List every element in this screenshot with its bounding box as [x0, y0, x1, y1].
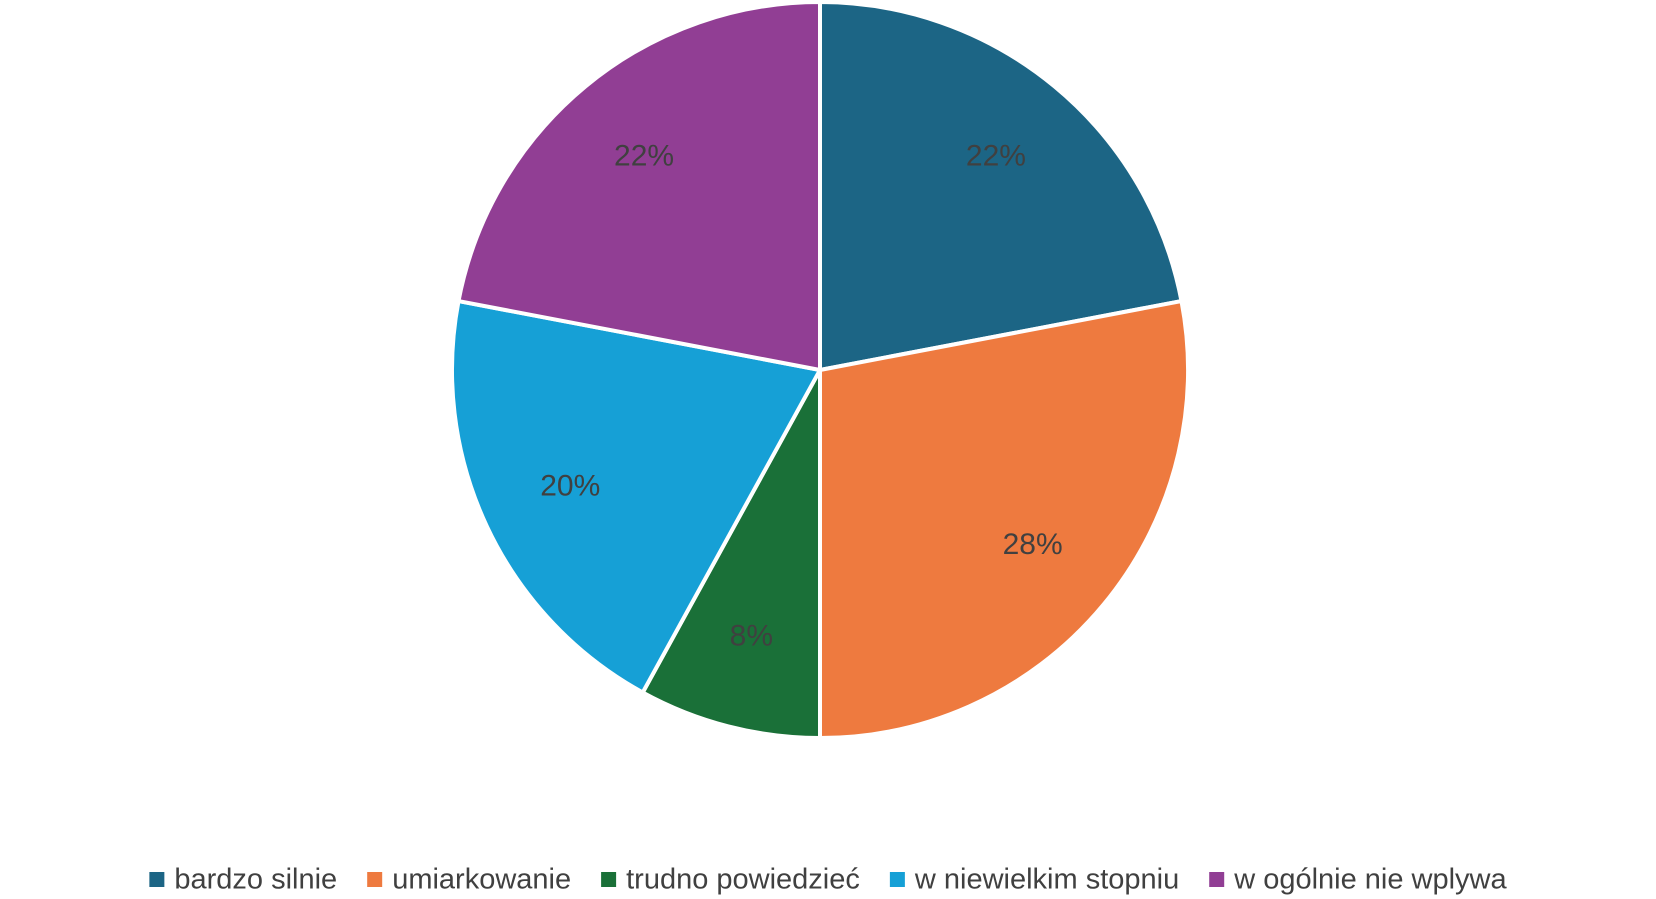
legend-label: bardzo silnie [174, 864, 337, 896]
legend-label: umiarkowanie [392, 864, 571, 896]
data-label: 22% [966, 139, 1026, 172]
legend-swatch [1209, 872, 1225, 887]
legend-swatch [889, 872, 905, 887]
pie-slice [456, 0, 822, 373]
legend-swatch [367, 872, 383, 887]
pie-slice [639, 369, 822, 741]
data-label: 8% [730, 619, 773, 652]
legend-label: w niewielkim stopniu [914, 864, 1179, 896]
data-label: 20% [540, 469, 600, 502]
legend-label: trudno powiedzieć [626, 864, 860, 896]
pie-slice [818, 298, 1190, 741]
data-label: 28% [1003, 528, 1063, 561]
pie-slice [818, 0, 1184, 373]
data-label: 22% [614, 139, 674, 172]
legend-swatch [601, 872, 617, 887]
legend-label: w ogólnie nie wplywa [1233, 864, 1507, 896]
legend-swatch [149, 872, 165, 887]
pie-slice [450, 298, 824, 696]
